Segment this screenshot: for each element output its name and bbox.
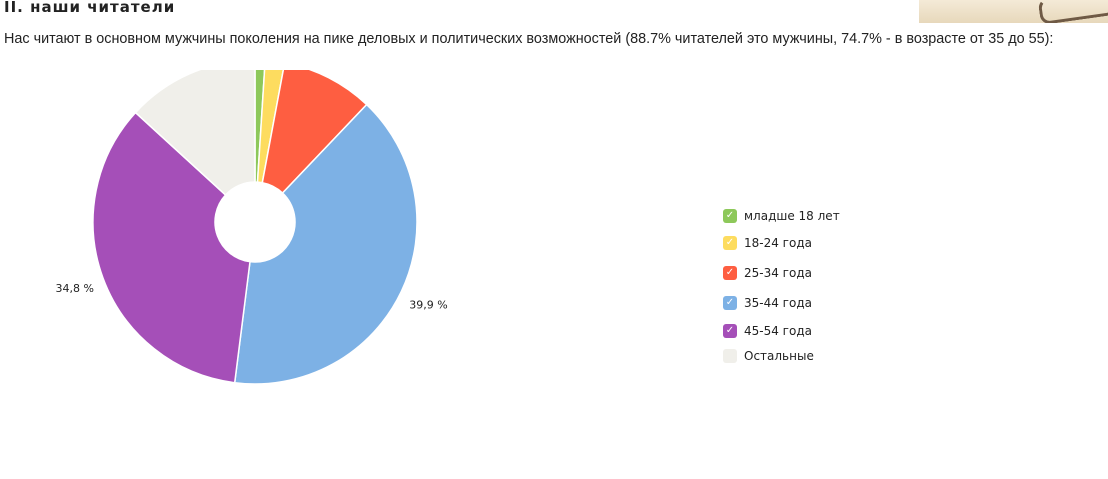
- legend-label: 25-34 года: [744, 266, 812, 280]
- checkmark-icon: ✓: [723, 296, 737, 310]
- pie-slice-остальные: [134, 70, 256, 197]
- legend-label: младше 18 лет: [744, 209, 840, 223]
- section-title: II. наши читатели: [4, 0, 176, 16]
- slice-label-45-54-года: 34,8 %: [56, 282, 94, 295]
- checkmark-icon: ✓: [723, 324, 737, 338]
- legend-label: 18-24 года: [744, 236, 812, 250]
- legend-item-25-34-года[interactable]: ✓ 25-34 года: [723, 266, 812, 280]
- legend-item-18-24-года[interactable]: ✓ 18-24 года: [723, 236, 812, 250]
- checkmark-icon: ✓: [723, 266, 737, 280]
- legend-label: 45-54 года: [744, 324, 812, 338]
- legend-item-45-54-года[interactable]: ✓ 45-54 года: [723, 324, 812, 338]
- paperclip-image: [1037, 0, 1108, 23]
- donut-chart: 9,17 %39,9 %34,8 %13,2 %: [56, 70, 448, 385]
- legend-label: 35-44 года: [744, 296, 812, 310]
- checkmark-icon: [723, 349, 737, 363]
- intro-text: Нас читают в основном мужчины поколения …: [4, 31, 1054, 47]
- pie-slice-35-44-года: [233, 103, 418, 385]
- checkmark-icon: ✓: [723, 236, 737, 250]
- corner-photo: [919, 0, 1108, 23]
- legend-item-младше-18-лет[interactable]: ✓ младше 18 лет: [723, 209, 840, 223]
- legend-item-35-44-года[interactable]: ✓ 35-44 года: [723, 296, 812, 310]
- legend-label: Остальные: [744, 349, 814, 363]
- slice-label-35-44-года: 39,9 %: [409, 298, 447, 311]
- pie-slice-45-54-года: [92, 111, 251, 384]
- checkmark-icon: ✓: [723, 209, 737, 223]
- legend-item-остальные[interactable]: Остальные: [723, 349, 814, 363]
